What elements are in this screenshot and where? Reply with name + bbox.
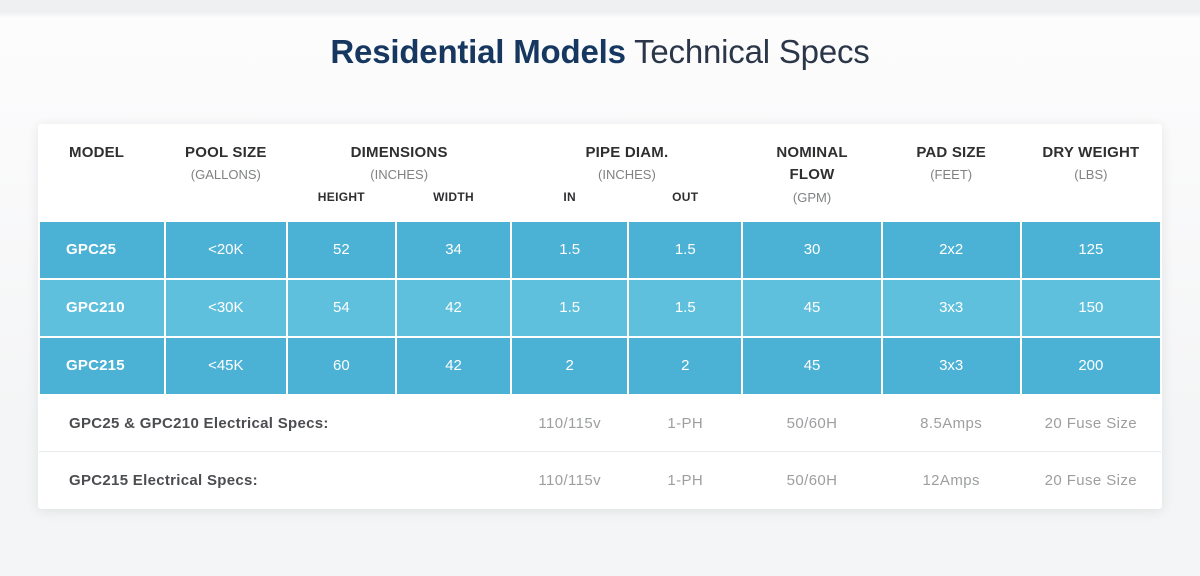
cell-dry-weight: 200 bbox=[1019, 335, 1163, 396]
cell-pool-size: <45K bbox=[163, 335, 288, 396]
cell-width: 34 bbox=[394, 219, 513, 280]
col-unit-gpm: (GPM) bbox=[792, 189, 832, 205]
col-unit-dimensions-inches: (INCHES) bbox=[370, 166, 429, 182]
cell-pipe-out: 1.5 bbox=[627, 277, 744, 338]
cell-pad-size: 3x3 bbox=[880, 335, 1022, 396]
header-spacer bbox=[1021, 185, 1161, 221]
col-header-in: IN bbox=[563, 190, 576, 205]
page-header: Residential Models Technical Specs bbox=[0, 0, 1200, 72]
col-header-flow: FLOW bbox=[789, 165, 835, 183]
cell-pad-size: 3x3 bbox=[880, 277, 1022, 338]
specs-table: MODEL POOL SIZE DIMENSIONS PIPE DIAM. NO… bbox=[38, 124, 1163, 509]
table-row-gpc215: GPC215 <45K 60 42 2 2 45 3x3 200 bbox=[38, 335, 1163, 396]
electrical-volts: 110/115v bbox=[511, 451, 629, 509]
col-unit-lbs: (LBS) bbox=[1074, 166, 1108, 182]
cell-model: GPC215 bbox=[38, 335, 166, 396]
cell-pool-size: <20K bbox=[163, 219, 288, 280]
col-header-height: HEIGHT bbox=[317, 190, 365, 205]
cell-width: 42 bbox=[394, 335, 513, 396]
col-unit-feet: (FEET) bbox=[930, 166, 973, 182]
electrical-label: GPC215 Electrical Specs: bbox=[39, 451, 512, 509]
header-row-subcolumns: HEIGHT WIDTH IN OUT (GPM) bbox=[39, 185, 1161, 221]
cell-pipe-out: 1.5 bbox=[627, 219, 744, 280]
col-header-nominal: NOMINAL bbox=[776, 143, 848, 161]
cell-flow: 45 bbox=[741, 335, 883, 396]
electrical-fuse: 20 Fuse Size bbox=[1044, 414, 1138, 432]
col-header-pad-size: PAD SIZE bbox=[916, 143, 986, 161]
header-spacer bbox=[165, 185, 287, 221]
specs-table-card: MODEL POOL SIZE DIMENSIONS PIPE DIAM. NO… bbox=[38, 123, 1163, 509]
cell-height: 52 bbox=[285, 219, 397, 280]
table-header: MODEL POOL SIZE DIMENSIONS PIPE DIAM. NO… bbox=[39, 124, 1161, 221]
electrical-phase: 1-PH bbox=[628, 451, 743, 509]
cell-model: GPC210 bbox=[38, 277, 166, 338]
table-row-gpc25: GPC25 <20K 52 34 1.5 1.5 30 2x2 125 bbox=[38, 219, 1163, 280]
cell-height: 54 bbox=[285, 277, 397, 338]
col-unit-pipe-inches: (INCHES) bbox=[598, 166, 656, 182]
electrical-specs-rows: GPC25 & GPC210 Electrical Specs: 110/115… bbox=[39, 395, 1161, 509]
col-header-out: OUT bbox=[672, 190, 699, 205]
cell-dry-weight: 150 bbox=[1019, 277, 1163, 338]
cell-flow: 45 bbox=[741, 277, 883, 338]
electrical-amps: 8.5Amps bbox=[920, 414, 983, 432]
cell-model: GPC25 bbox=[38, 219, 166, 280]
header-spacer bbox=[882, 185, 1021, 221]
page-title: Residential Models Technical Specs bbox=[0, 32, 1200, 72]
electrical-label: GPC25 & GPC210 Electrical Specs: bbox=[69, 414, 329, 432]
col-header-pool-size: POOL SIZE bbox=[185, 143, 267, 161]
cell-pad-size: 2x2 bbox=[880, 219, 1022, 280]
electrical-row-gpc25-gpc210: GPC25 & GPC210 Electrical Specs: 110/115… bbox=[39, 395, 1161, 452]
electrical-phase: 1-PH bbox=[667, 414, 704, 432]
col-header-model: MODEL bbox=[69, 143, 125, 161]
cell-pipe-in: 1.5 bbox=[510, 219, 630, 280]
model-rows: GPC25 <20K 52 34 1.5 1.5 30 2x2 125 GPC2… bbox=[38, 219, 1163, 396]
col-unit-gallons: (GALLONS) bbox=[190, 166, 261, 182]
electrical-volts: 110/115v bbox=[538, 414, 602, 432]
electrical-row-gpc215: GPC215 Electrical Specs: 110/115v 1-PH 5… bbox=[39, 451, 1161, 509]
header-spacer bbox=[39, 163, 165, 185]
header-row-units: (GALLONS) (INCHES) (INCHES) FLOW (FEET) … bbox=[39, 163, 1161, 185]
electrical-hz: 50/60H bbox=[742, 451, 882, 509]
col-header-dry-weight: DRY WEIGHT bbox=[1042, 143, 1140, 161]
col-header-pipe-diam: PIPE DIAM. bbox=[585, 143, 669, 161]
electrical-fuse: 20 Fuse Size bbox=[1020, 451, 1161, 509]
electrical-hz: 50/60H bbox=[786, 414, 838, 432]
cell-pipe-in: 2 bbox=[510, 335, 630, 396]
col-header-dimensions: DIMENSIONS bbox=[350, 143, 448, 161]
cell-flow: 30 bbox=[741, 219, 883, 280]
cell-pipe-in: 1.5 bbox=[510, 277, 630, 338]
col-header-width: WIDTH bbox=[433, 190, 474, 205]
header-spacer bbox=[39, 185, 165, 221]
cell-width: 42 bbox=[394, 277, 513, 338]
table-row-gpc210: GPC210 <30K 54 42 1.5 1.5 45 3x3 150 bbox=[38, 277, 1163, 338]
cell-pipe-out: 2 bbox=[627, 335, 744, 396]
header-row-main: MODEL POOL SIZE DIMENSIONS PIPE DIAM. NO… bbox=[39, 124, 1161, 163]
page-title-regular: Technical Specs bbox=[634, 33, 870, 70]
cell-dry-weight: 125 bbox=[1019, 219, 1163, 280]
cell-pool-size: <30K bbox=[163, 277, 288, 338]
electrical-amps: 12Amps bbox=[881, 451, 1021, 509]
page-title-bold: Residential Models bbox=[330, 33, 626, 70]
cell-height: 60 bbox=[285, 335, 397, 396]
